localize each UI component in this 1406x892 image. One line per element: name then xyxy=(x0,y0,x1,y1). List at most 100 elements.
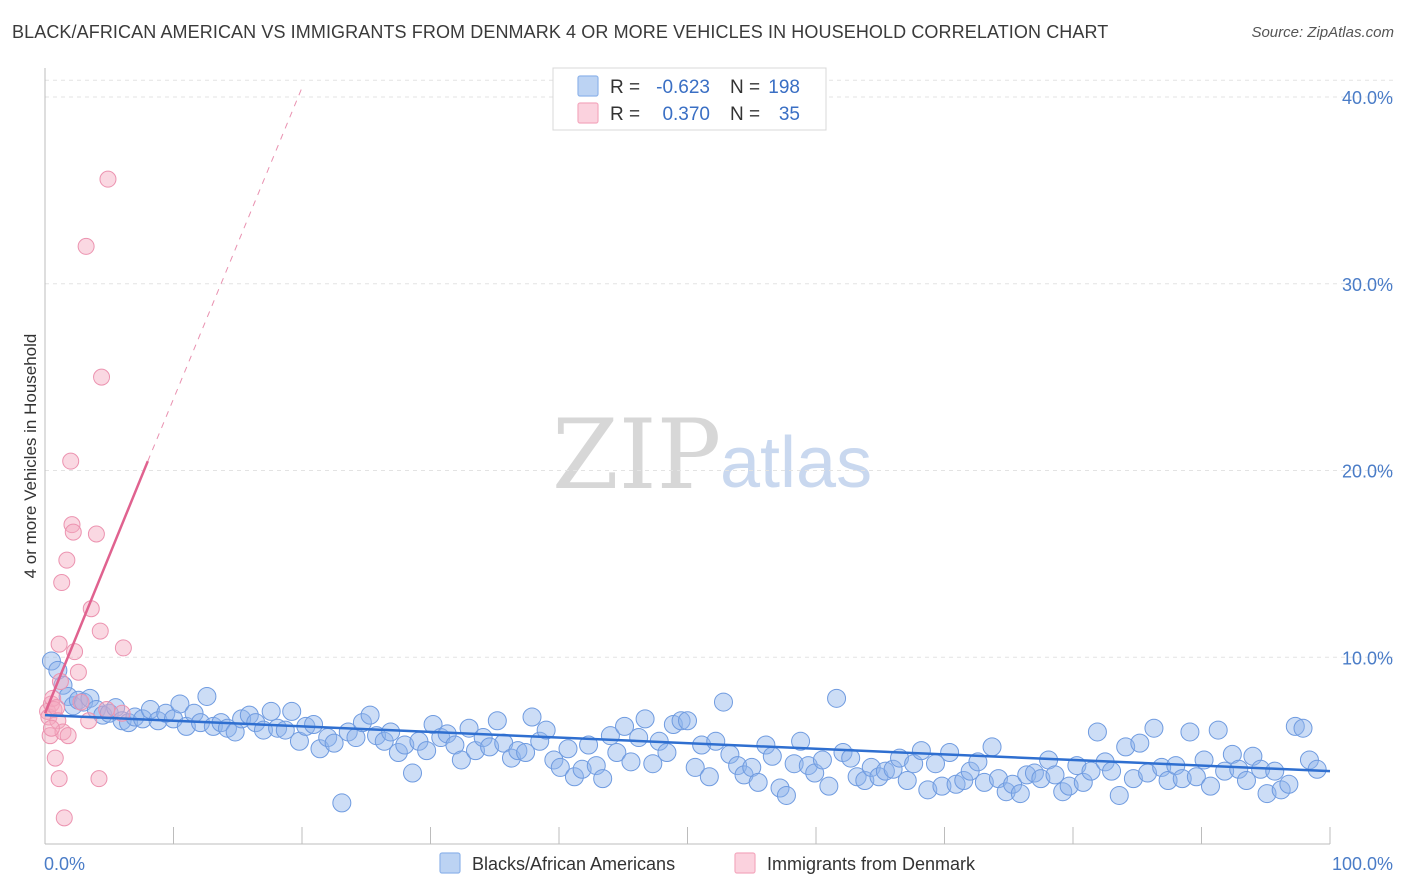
denmark-point-6 xyxy=(46,749,64,767)
blacks-point-83 xyxy=(615,716,635,736)
blacks-point-18 xyxy=(156,703,176,723)
blacks-point-139 xyxy=(1010,784,1030,804)
blacks-point-40 xyxy=(310,739,330,759)
blacks-point-156 xyxy=(1130,733,1150,753)
blacks-point-55 xyxy=(417,741,437,761)
blacks-point-134 xyxy=(974,772,994,792)
blacks-point-106 xyxy=(776,785,796,805)
blacks-point-175 xyxy=(1265,761,1285,781)
blacks-point-73 xyxy=(544,750,564,770)
denmark-trend-extension xyxy=(147,87,303,462)
blacks-point-48 xyxy=(367,726,387,746)
denmark-point-15 xyxy=(59,727,77,745)
watermark-zip: ZIP xyxy=(552,399,721,511)
correlation-legend: R = -0.623 N = 198 R = 0.370 N = 35 xyxy=(552,67,827,131)
x-tick-label-min: 0.0% xyxy=(44,854,85,874)
series-legend-label-blacks: Blacks/African Americans xyxy=(472,854,675,874)
denmark-point-25 xyxy=(87,525,105,543)
blacks-point-114 xyxy=(833,742,853,762)
series-legend-swatch-denmark xyxy=(734,852,756,874)
blacks-point-69 xyxy=(516,742,536,762)
blacks-point-78 xyxy=(579,735,599,755)
blacks-point-36 xyxy=(282,701,302,721)
blacks-point-160 xyxy=(1158,771,1178,791)
blacks-point-85 xyxy=(629,728,649,748)
blacks-point-77 xyxy=(572,759,592,779)
blacks-point-164 xyxy=(1186,767,1206,787)
blacks-point-167 xyxy=(1208,720,1228,740)
blacks-point-131 xyxy=(954,771,974,791)
series-blacks-points xyxy=(41,651,1327,813)
trend-lines xyxy=(43,87,1331,773)
blacks-point-74 xyxy=(550,757,570,777)
blacks-point-34 xyxy=(268,718,288,738)
x-axis-ticks xyxy=(44,827,1331,844)
blacks-point-43 xyxy=(332,793,352,813)
blacks-point-99 xyxy=(728,756,748,776)
denmark-point-23 xyxy=(80,712,98,730)
blacks-point-91 xyxy=(671,711,691,731)
blacks-point-96 xyxy=(706,731,726,751)
blacks-point-123 xyxy=(897,771,917,791)
blacks-point-153 xyxy=(1109,785,1129,805)
gridlines xyxy=(45,79,1393,658)
blacks-point-129 xyxy=(940,742,960,762)
denmark-point-9 xyxy=(50,635,68,653)
blacks-point-108 xyxy=(791,731,811,751)
blacks-point-144 xyxy=(1045,765,1065,785)
legend-n-value-2: 35 xyxy=(779,104,800,125)
blacks-point-179 xyxy=(1293,718,1313,738)
blacks-point-42 xyxy=(324,733,344,753)
blacks-point-86 xyxy=(635,709,655,729)
denmark-point-18 xyxy=(64,523,82,541)
denmark-point-32 xyxy=(114,639,132,657)
denmark-point-21 xyxy=(72,693,90,711)
blacks-point-104 xyxy=(762,746,782,766)
blacks-point-135 xyxy=(982,737,1002,757)
blacks-point-7 xyxy=(80,688,100,708)
blacks-point-65 xyxy=(487,711,507,731)
denmark-point-22 xyxy=(77,237,95,255)
legend-r-value-2: 0.370 xyxy=(662,104,710,125)
legend-swatch-blue xyxy=(577,75,599,97)
blacks-point-171 xyxy=(1236,771,1256,791)
denmark-point-16 xyxy=(62,452,80,470)
blacks-point-80 xyxy=(593,769,613,789)
blacks-point-89 xyxy=(657,742,677,762)
blacks-point-82 xyxy=(607,742,627,762)
blacks-point-109 xyxy=(798,756,818,776)
denmark-point-29 xyxy=(98,701,116,719)
blacks-point-39 xyxy=(304,714,324,734)
blacks-point-93 xyxy=(685,757,705,777)
blacks-point-162 xyxy=(1172,769,1192,789)
blacks-point-125 xyxy=(911,741,931,761)
series-legend-swatch-blacks xyxy=(439,852,461,874)
blacks-point-105 xyxy=(770,778,790,798)
blacks-point-67 xyxy=(501,748,521,768)
denmark-point-34 xyxy=(42,719,60,737)
blacks-point-68 xyxy=(508,741,528,761)
chart-title: BLACK/AFRICAN AMERICAN VS IMMIGRANTS FRO… xyxy=(12,22,1109,42)
blacks-point-111 xyxy=(812,750,832,770)
blacks-point-112 xyxy=(819,776,839,796)
blacks-point-178 xyxy=(1285,716,1305,736)
blacks-point-133 xyxy=(968,752,988,772)
legend-r-value-1: -0.623 xyxy=(656,77,710,98)
blacks-point-107 xyxy=(784,754,804,774)
series-legend: Blacks/African Americans Immigrants from… xyxy=(439,852,976,874)
blacks-point-64 xyxy=(480,737,500,757)
blacks-point-47 xyxy=(360,705,380,725)
blacks-point-75 xyxy=(558,739,578,759)
legend-r-label-2: R = xyxy=(610,104,640,125)
blacks-point-166 xyxy=(1200,776,1220,796)
blacks-point-142 xyxy=(1031,769,1051,789)
denmark-point-33 xyxy=(50,770,68,788)
y-tick-label-40: 40.0% xyxy=(1342,88,1393,108)
blacks-point-126 xyxy=(918,780,938,800)
blacks-point-53 xyxy=(403,763,423,783)
blacks-point-60 xyxy=(451,750,471,770)
y-axis-label: 4 or more Vehicles in Household xyxy=(21,334,40,579)
blacks-point-113 xyxy=(827,688,847,708)
blacks-point-50 xyxy=(381,722,401,742)
